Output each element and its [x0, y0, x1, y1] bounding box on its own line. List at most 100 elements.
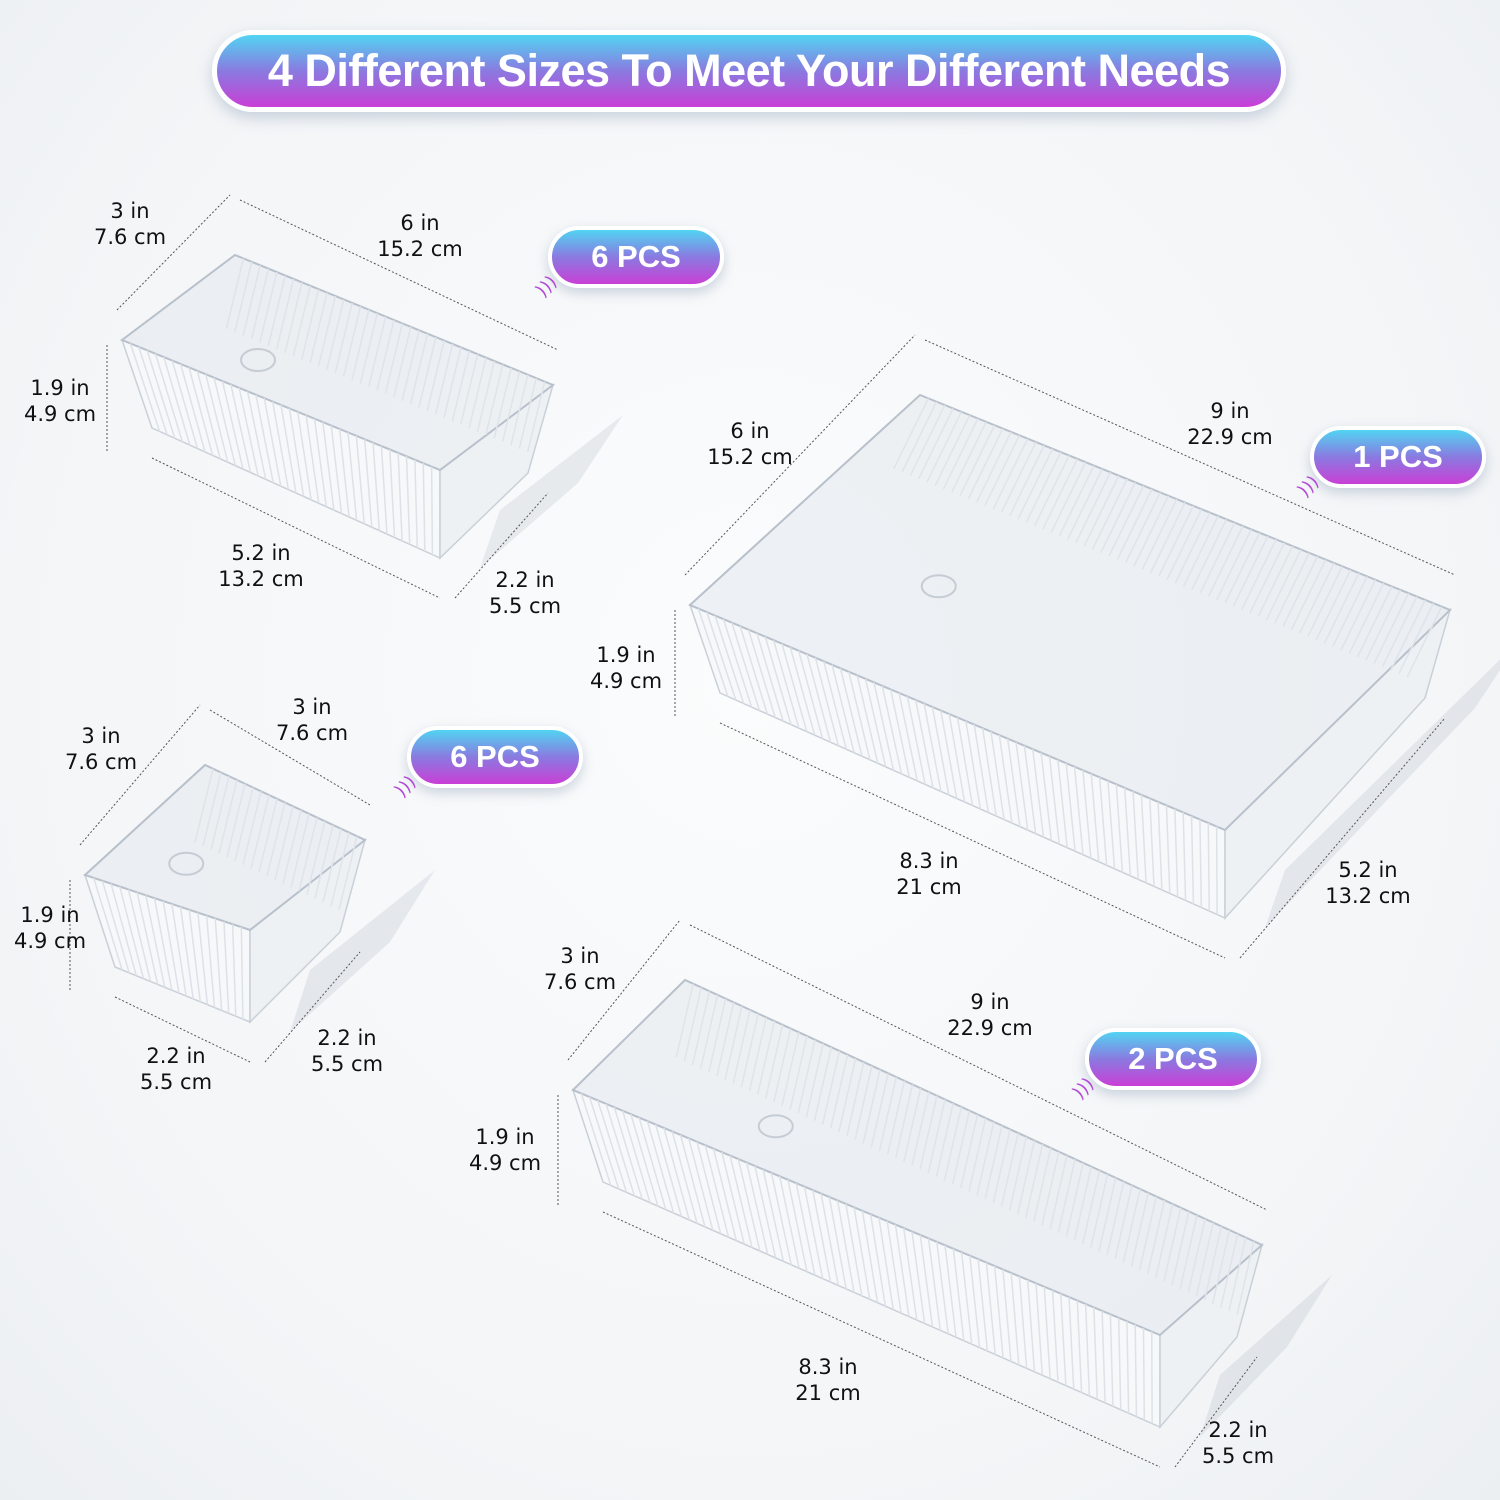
tray-rib	[468, 357, 487, 429]
tray-rib	[940, 710, 958, 799]
tray-rib	[1049, 1155, 1068, 1230]
tray-rib	[196, 370, 221, 459]
tray-rib	[967, 428, 1004, 500]
tray-rib	[451, 350, 471, 422]
tray-rib	[1082, 770, 1092, 859]
tray-rib	[756, 632, 784, 722]
tray-rib	[1060, 1293, 1067, 1386]
tray-rib	[902, 1227, 918, 1321]
tray-rib	[309, 292, 328, 364]
tray-rib	[1031, 749, 1045, 838]
tray-rib	[926, 411, 963, 483]
tray-rib	[1122, 1188, 1141, 1263]
tray-rib	[951, 421, 987, 493]
tray-rib	[301, 289, 320, 360]
tray-rib	[330, 425, 343, 514]
tray-rib	[389, 449, 396, 538]
tray-rib	[821, 1050, 841, 1125]
tray-rib	[290, 813, 310, 888]
tray-rib	[739, 625, 769, 715]
tray-rib	[911, 1091, 930, 1166]
tray-rib	[1073, 1166, 1093, 1241]
tray-rib	[338, 428, 350, 518]
tray-rib	[154, 353, 184, 442]
tray-rib	[210, 776, 230, 851]
tray-rib	[873, 682, 895, 771]
tray-rib	[162, 900, 180, 994]
tray-rib	[263, 398, 282, 487]
tray-rib	[975, 431, 1012, 503]
tray-rib	[205, 915, 216, 1008]
tray-rib	[878, 1076, 898, 1151]
dim-height: 1.9 in 4.9 cm	[23, 376, 97, 426]
tray-rib	[927, 1238, 942, 1331]
dim-height: 1.9 in 4.9 cm	[13, 903, 87, 953]
dimension-line	[116, 194, 231, 311]
tray-rib	[146, 350, 176, 439]
tray-rib	[973, 724, 990, 813]
tray-rib	[1068, 1297, 1075, 1390]
tray-rib	[246, 391, 267, 480]
tray-rib	[828, 1196, 847, 1290]
tray-rib	[805, 1043, 824, 1118]
tray-rib	[762, 1169, 785, 1262]
tray-rib	[675, 983, 694, 1058]
tray-rib	[889, 689, 911, 778]
tray-rib	[110, 883, 138, 976]
tray-rib	[894, 1224, 910, 1317]
tray-rib	[1126, 1321, 1130, 1414]
tray-rib	[839, 668, 863, 757]
tray-rib	[992, 1129, 1011, 1204]
tray-rib	[250, 268, 270, 340]
tray-rib	[218, 779, 238, 854]
tray-rib	[1216, 529, 1252, 601]
tray-rib	[789, 1035, 808, 1110]
tray-rib	[881, 685, 903, 775]
tray-rib	[856, 675, 879, 764]
tray-rib	[764, 1024, 784, 1099]
tray-rib	[1191, 518, 1228, 591]
tray-rib	[1348, 582, 1385, 654]
tray-rib	[338, 836, 358, 911]
tray-rib	[384, 323, 404, 394]
tray-rib	[1163, 1207, 1182, 1282]
tray-rib	[831, 664, 855, 753]
tray-rib	[1406, 606, 1443, 678]
dim-bottom-width: 2.2 in 5.5 cm	[1201, 1418, 1275, 1468]
tray-rib	[1142, 1328, 1146, 1421]
tray-rib	[296, 411, 312, 500]
tray-rib	[501, 371, 521, 442]
tray-rib	[861, 1210, 879, 1303]
quantity-badge-small-rect: 6 PCS	[548, 226, 724, 288]
tray-rib	[1115, 784, 1124, 873]
tray-rib	[942, 418, 979, 490]
tray-rib	[221, 380, 244, 470]
tray-rib	[1025, 1144, 1044, 1218]
drain-hole	[168, 851, 205, 876]
tray-rib	[712, 1148, 738, 1241]
tray-rib	[878, 1217, 895, 1310]
tray-rib	[748, 1017, 767, 1092]
tray-rib	[1307, 565, 1344, 638]
tray-rib	[1155, 1203, 1174, 1278]
tray-rib	[960, 1114, 979, 1189]
tray-rib	[460, 354, 479, 425]
dim-bottom-length: 8.3 in 21 cm	[795, 1355, 861, 1405]
tray-rib	[1015, 742, 1029, 831]
tray-rib	[314, 824, 334, 899]
tray-rib	[136, 892, 159, 985]
tray-rib	[1224, 532, 1261, 604]
tray-rib	[234, 787, 254, 862]
tray-rib	[163, 356, 191, 446]
tray-rib	[848, 671, 871, 760]
quantity-badge-large: 1 PCS	[1310, 426, 1486, 488]
tray-rib	[1010, 1272, 1020, 1365]
tray-rib	[745, 1162, 769, 1255]
tray-rib	[179, 363, 206, 453]
dim-bottom-length: 8.3 in 21 cm	[896, 849, 962, 899]
tray-rib	[901, 401, 938, 473]
tray-rib	[292, 285, 312, 357]
tray-rib	[1058, 465, 1095, 537]
tray-rib	[778, 1176, 800, 1269]
tray-rib	[1133, 495, 1170, 567]
